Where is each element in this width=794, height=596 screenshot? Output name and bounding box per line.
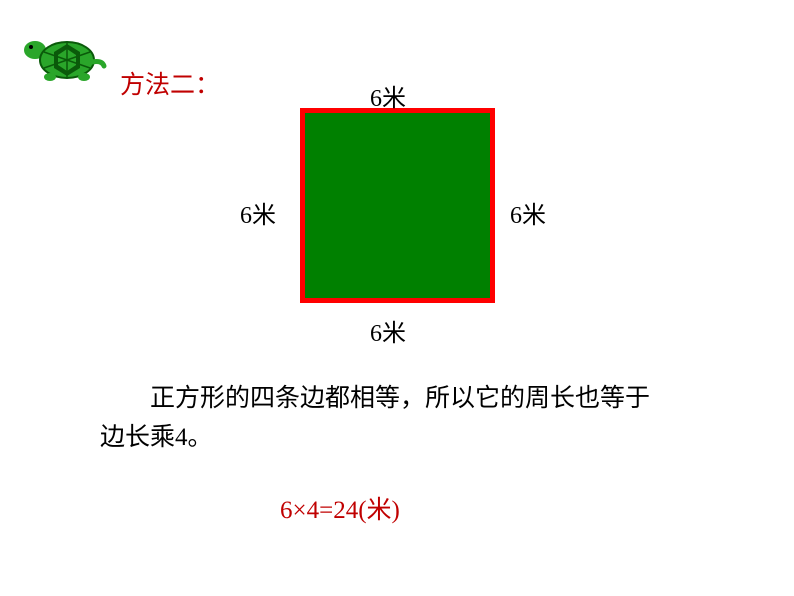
square-side-left <box>300 108 305 303</box>
side-label-bottom: 6米 <box>370 313 406 348</box>
explanation-text: 正方形的四条边都相等，所以它的周长也等于边长乘4。 <box>100 380 660 458</box>
side-label-right: 6米 <box>510 195 546 230</box>
turtle-icon <box>20 28 110 93</box>
square-side-right <box>490 108 495 303</box>
square-fill <box>304 112 491 299</box>
explanation-content: 正方形的四条边都相等，所以它的周长也等于边长乘4。 <box>100 385 650 451</box>
square-side-bottom <box>300 298 495 303</box>
side-label-top: 6米 <box>370 78 406 113</box>
formula-text: 6×4=24(米) <box>280 490 400 526</box>
side-label-left: 6米 <box>240 195 276 230</box>
square-diagram <box>300 108 495 303</box>
method-title: 方法二： <box>120 65 220 101</box>
